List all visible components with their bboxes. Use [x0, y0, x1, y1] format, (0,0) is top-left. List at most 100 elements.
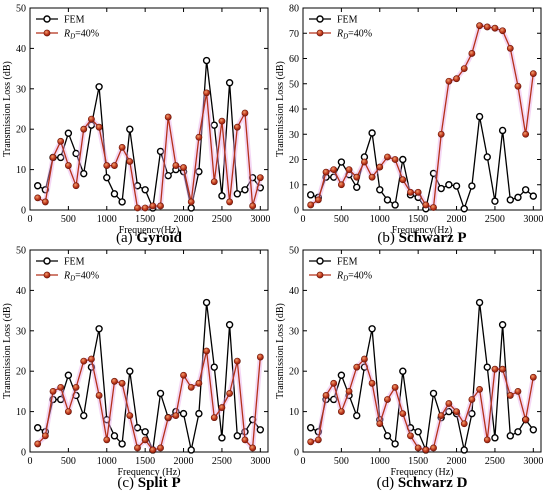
panel-label: (c) Split P	[117, 475, 180, 491]
rd40-point	[529, 70, 537, 78]
rd40-point	[195, 379, 203, 387]
x-tick-label: 3000	[250, 214, 270, 225]
rd40-point	[34, 194, 42, 202]
fem-point	[353, 411, 361, 420]
x-tick-label: 0	[28, 214, 33, 225]
rd40-point	[437, 130, 445, 138]
fem-point	[256, 426, 265, 434]
fem-point	[353, 183, 361, 191]
y-axis-label: Transmission Loss (dB)	[275, 61, 286, 157]
plot-frame	[302, 249, 542, 453]
fem-point	[57, 395, 65, 404]
x-tick-label: 2500	[485, 214, 505, 225]
fem-point	[483, 153, 491, 161]
x-tick-label: 3000	[523, 214, 543, 225]
fem-point	[95, 325, 103, 333]
chart-panel-4: 0 500 1000 1500 2000 2500 3000 0 10 20 30 40 50 Frequ…	[275, 246, 543, 492]
rd40-point	[241, 436, 249, 444]
rd40-point	[72, 182, 80, 190]
rd40-point	[330, 379, 338, 387]
rd40-point	[57, 137, 65, 145]
fem-point	[187, 204, 195, 212]
rd40-point	[384, 396, 391, 403]
rd40-point	[41, 198, 49, 206]
legend-rd40-marker	[316, 271, 324, 279]
fem-point	[399, 367, 407, 375]
rd40-point	[491, 365, 499, 373]
fem-point	[475, 112, 484, 121]
y-tick-label: 30	[16, 326, 26, 337]
fem-point	[187, 446, 195, 454]
rd40-point	[126, 412, 134, 420]
rd40-point	[172, 162, 180, 169]
x-tick-label: 500	[334, 456, 349, 467]
rd40-point	[111, 377, 118, 385]
rd40-point	[476, 22, 483, 30]
rd40-point	[314, 436, 322, 444]
fem-point	[399, 155, 407, 164]
rd40-point	[164, 414, 172, 422]
fem-point	[391, 440, 399, 448]
fem-point	[57, 153, 65, 162]
rd40-point	[41, 432, 49, 440]
rd40-point	[226, 390, 234, 397]
y-tick-label: 20	[289, 367, 299, 378]
rd40-series-line	[37, 92, 261, 209]
rd40-point	[80, 357, 88, 365]
fem-point	[414, 428, 422, 436]
fem-point	[202, 298, 211, 307]
x-tick-label: 500	[334, 214, 349, 225]
y-tick-label: 20	[16, 367, 26, 378]
rd40-point	[468, 50, 476, 57]
x-tick-label: 3000	[250, 456, 270, 467]
rd40-point	[361, 355, 368, 363]
fem-point	[330, 395, 338, 404]
rd40-point	[437, 412, 445, 420]
rd40-point	[345, 387, 353, 395]
rd40-point	[430, 444, 437, 452]
fem-point	[72, 149, 80, 158]
fem-point	[225, 321, 234, 329]
rd40-point	[203, 347, 210, 355]
rd40-point	[399, 176, 407, 184]
x-axis-label: Frequency(Hz)	[392, 225, 453, 236]
fem-point	[368, 325, 376, 333]
y-tick-label: 40	[16, 286, 26, 297]
fem-point	[80, 169, 88, 178]
rd40-point	[453, 75, 460, 83]
y-axis-label: Transmission Loss (dB)	[2, 303, 13, 399]
fem-point	[491, 434, 499, 442]
rd40-point	[407, 188, 414, 196]
rd40-point	[445, 77, 453, 85]
fem-point	[521, 186, 530, 194]
y-tick-label: 30	[289, 130, 299, 141]
legend-fem-marker	[316, 15, 324, 23]
fem-point	[218, 192, 226, 200]
rd40-point	[506, 392, 514, 399]
fem-point	[391, 201, 399, 209]
rd40-point	[522, 130, 530, 138]
fem-point	[103, 173, 111, 182]
x-tick-label: 3000	[523, 456, 543, 467]
fem-point	[126, 125, 134, 133]
fem-point	[241, 186, 249, 194]
rd40-point	[180, 164, 187, 171]
x-tick-label: 1500	[408, 214, 428, 225]
rd40-point	[203, 89, 210, 97]
rd40-point	[80, 125, 88, 133]
fem-point	[80, 411, 88, 420]
legend-fem-label: FEM	[337, 257, 358, 268]
fem-point	[225, 79, 234, 87]
fem-point	[468, 182, 476, 190]
rd40-point	[149, 202, 157, 210]
y-tick-label: 20	[289, 155, 299, 166]
rd40-point	[322, 392, 330, 399]
rd40-point	[445, 400, 453, 407]
legend-rd40-marker	[43, 271, 51, 279]
rd40-point	[414, 188, 422, 196]
x-tick-label: 2000	[174, 214, 194, 225]
rd40-point	[149, 446, 157, 454]
rd40-point	[391, 383, 399, 391]
x-tick-label: 1000	[97, 214, 117, 225]
